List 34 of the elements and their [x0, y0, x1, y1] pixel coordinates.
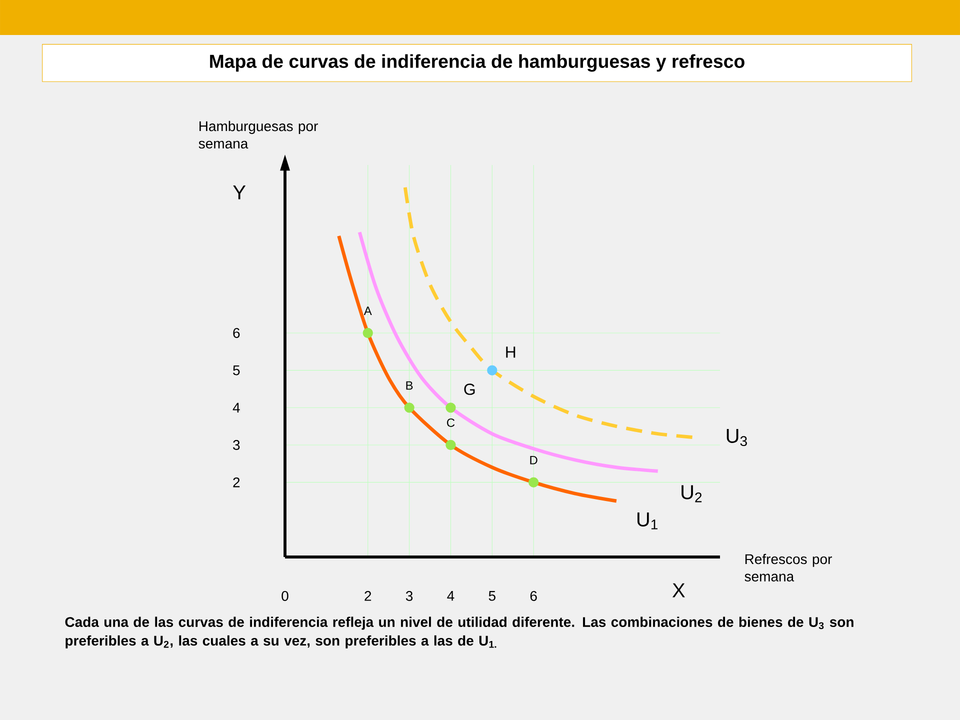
annotation: H: [506, 346, 516, 358]
x-axis-title: Refrescos por semana: [744, 554, 832, 582]
annotation: B: [406, 381, 413, 390]
point: [528, 477, 539, 488]
y-axis-title: Hamburguesas por semana: [198, 120, 318, 149]
annotation: G: [464, 384, 475, 395]
chart-title: Mapa de curvas de indiferencia de hamburguesas y refresco: [210, 54, 744, 72]
line-series: [358, 230, 660, 473]
text: Cada una de las curvas de indiferencia refleja un nivel de utilidad diferente. Las combinaciones de bienes de U$_{3}$ son preferibles a U$_{2}$, las cuales a su vez, son preferibles a las de U$_{1.}$: [65, 616, 854, 648]
point: [404, 402, 414, 413]
y-tick-label: 5: [233, 365, 240, 376]
x-tick-label: 3: [406, 591, 413, 601]
point: [487, 365, 498, 376]
point: [362, 328, 373, 338]
series-label: U$_{3}$: [726, 428, 747, 446]
y-tick-label: 2: [233, 477, 240, 488]
annotation: D: [530, 456, 538, 464]
series-label: U$_{2}$: [682, 485, 702, 502]
x-tick-label: 6: [530, 591, 537, 601]
point: [446, 440, 456, 450]
annotation: A: [364, 306, 372, 315]
annotation: C: [446, 418, 455, 427]
x-tick-label: 5: [488, 591, 496, 601]
x-tick-label: 0: [282, 591, 288, 601]
x-tick-label: 2: [364, 591, 372, 601]
point: [446, 402, 456, 413]
line-series: [337, 234, 618, 503]
text: X: [672, 583, 685, 598]
series-label: U$_{1}$: [637, 512, 658, 530]
y-tick-label: 6: [233, 328, 240, 338]
text: Y: [233, 186, 246, 200]
x-tick-label: 4: [447, 591, 454, 601]
y-tick-label: 3: [233, 440, 240, 450]
y-tick-label: 4: [232, 402, 240, 412]
